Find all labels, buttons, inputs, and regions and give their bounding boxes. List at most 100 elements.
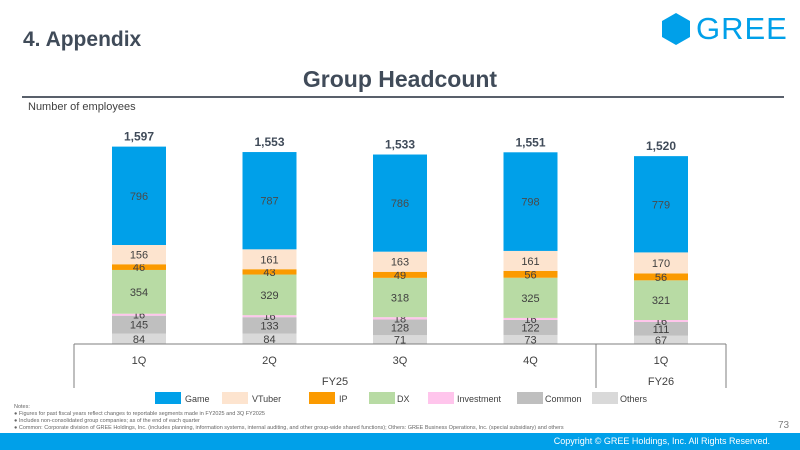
data-label-others: 84 [133,334,145,346]
data-label-ip: 49 [394,270,406,282]
bar-segment-common [112,315,166,334]
data-label-dx: 329 [260,290,278,302]
legend-swatch-others [592,392,618,404]
headcount-chart: 8414516354461567961,59784133163294316178… [73,130,727,404]
data-label-game: 786 [391,198,409,210]
bar-segment-vtuber [503,250,558,271]
note-item: ● Includes non-consolidated group compan… [14,418,200,424]
note-text: Common: Corporate division of GREE Holdi… [18,425,564,431]
data-label-common: 128 [391,322,409,334]
bar-segment-game [634,156,688,253]
legend-swatch-vtuber [222,392,248,404]
data-label-vtuber: 161 [521,256,539,268]
notes: Notes: ● Figures for past fiscal years r… [14,404,564,432]
legend-swatch-investment [428,392,454,404]
bar-segment-common [242,317,297,334]
copyright-text: Copyright © GREE Holdings, Inc. All Righ… [553,436,770,446]
bar-segment-ip [634,273,688,281]
legend-label-ip: IP [339,394,348,404]
legend-label-others: Others [620,394,648,404]
bar-segment-dx [373,277,427,318]
bar-segment-game [373,154,427,252]
bar-segment-vtuber [112,244,166,265]
bar-segment-ip [242,269,297,275]
data-label-common: 122 [521,322,539,334]
hexagon-logo-icon [662,13,690,45]
bar-segment-game [503,152,558,251]
bar-segment-vtuber [373,251,427,272]
data-label-others: 67 [655,335,667,347]
chart-title: Group Headcount [302,66,498,92]
x-tick-label: 4Q [523,355,538,367]
legend-label-vtuber: VTuber [252,394,281,404]
y-axis-label: Number of employees [28,101,136,113]
data-label-vtuber: 156 [130,250,148,262]
legend-label-investment: Investment [457,394,502,404]
data-label-vtuber: 163 [391,257,409,269]
data-label-vtuber: 170 [652,258,670,270]
total-label: 1,553 [254,135,284,149]
total-label: 1,520 [646,139,676,153]
total-label: 1,597 [124,130,154,144]
gree-logo: GREE [660,12,788,46]
bar-segment-investment [634,320,688,322]
bar-segment-dx [242,274,297,316]
bar-segment-others [242,333,297,344]
legend-swatch-common [517,392,543,404]
section-title: 4. Appendix [23,28,142,51]
legend-swatch-ip [309,392,335,404]
bar-segment-vtuber [634,252,688,274]
footer-bar: Copyright © GREE Holdings, Inc. All Righ… [0,433,800,450]
legend-swatch-dx [369,392,395,404]
data-label-game: 798 [521,197,539,209]
x-tick-label: 1Q [132,355,147,367]
bar-segment-common [634,321,688,336]
data-label-game: 779 [652,199,670,211]
data-label-dx: 325 [521,293,539,305]
data-label-dx: 321 [652,295,670,307]
bar-segment-others [373,335,427,344]
bar-segment-ip [112,264,166,270]
page-number: 73 [778,420,790,431]
bar-segment-game [112,146,166,245]
data-label-common: 133 [260,320,278,332]
x-tick-label: 1Q [654,355,669,367]
bar-segment-investment [112,313,166,316]
data-label-common: 145 [130,320,148,332]
title-divider [22,96,784,98]
bar-segment-investment [242,315,297,318]
total-label: 1,533 [385,138,415,152]
fiscal-year-label: FY26 [648,376,674,388]
bar-segment-dx [112,269,166,314]
note-text: Figures for past fiscal years reflect ch… [18,411,265,417]
data-label-ip: 43 [263,267,275,279]
data-label-game: 796 [130,191,148,203]
bar-segment-investment [503,317,558,320]
data-label-dx: 354 [130,287,148,299]
note-item: ● Common: Corporate division of GREE Hol… [14,425,564,431]
x-tick-label: 3Q [393,355,408,367]
note-text: Includes non-consolidated group companie… [18,418,200,424]
total-label: 1,551 [515,135,545,149]
note-item: ● Figures for past fiscal years reflect … [14,411,265,417]
legend-label-dx: DX [397,394,410,404]
data-label-common: 111 [653,324,670,336]
bar-segment-common [503,319,558,335]
data-label-dx: 318 [391,293,409,305]
bar-segment-ip [503,270,558,278]
legend-swatch-game [155,392,181,404]
fiscal-year-label: FY25 [322,376,348,388]
legend-label-game: Game [185,394,210,404]
bar-segment-game [242,152,297,250]
data-label-vtuber: 161 [260,254,278,266]
data-label-ip: 56 [655,272,667,284]
data-label-others: 73 [524,334,536,346]
data-label-others: 71 [394,335,406,347]
bar-segment-common [373,319,427,336]
bar-segment-investment [373,317,427,320]
data-label-game: 787 [260,196,278,208]
bar-segment-others [112,333,166,344]
data-label-others: 84 [263,334,275,346]
bar-segment-vtuber [242,249,297,270]
legend-label-common: Common [545,394,582,404]
